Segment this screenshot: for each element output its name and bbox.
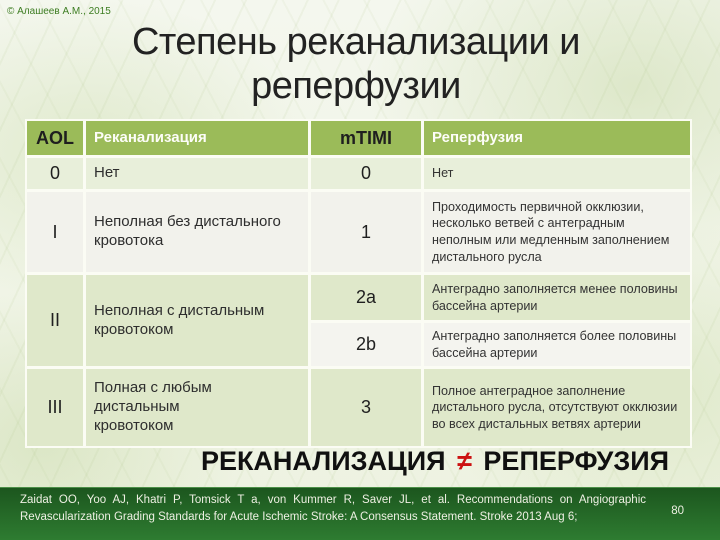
footer-bar: Zaidat OO, Yoo AJ, Khatri P, Tomsick T a… (0, 487, 720, 540)
cell-reperf-2a: Антеградно заполняется менее половины ба… (424, 275, 690, 320)
cell-mtimi-2b: 2b (311, 323, 421, 366)
cell-mtimi-1: 1 (311, 192, 421, 272)
header-cell-aol: AOL (27, 121, 83, 155)
cell-recan-0: Нет (86, 158, 308, 189)
cell-mtimi-2a: 2a (311, 275, 421, 320)
slide-title: Степень реканализации и реперфузии (0, 20, 712, 109)
cell-recan-2: Неполная с дистальным кровотоком (86, 275, 308, 366)
cell-aol-3: III (27, 369, 83, 446)
recanalization-not-equal-reperfusion-statement: РЕКАНАЛИЗАЦИЯ ≠ РЕПЕРФУЗИЯ (150, 446, 720, 477)
cell-mtimi-3: 3 (311, 369, 421, 446)
cell-recan-3-text: Полная с любым дистальным кровотоком (94, 379, 212, 434)
page-number: 80 (671, 505, 684, 517)
cell-aol-2: II (27, 275, 83, 366)
cell-reperf-3: Полное антеградное заполнение дистальног… (424, 369, 690, 446)
statement-right: РЕПЕРФУЗИЯ (483, 446, 670, 476)
copyright-text: © Алашеев А.М., 2015 (7, 6, 111, 17)
grading-table: AOL Реканализация mTIMI Реперфузия 0 Нет… (25, 119, 692, 448)
cell-reperf-0: Нет (424, 158, 690, 189)
cell-reperf-2b: Антеградно заполняется более половины ба… (424, 323, 690, 366)
cell-aol-1: I (27, 192, 83, 272)
cell-recan-1: Неполная без дистального кровотока (86, 192, 308, 272)
cell-aol-0: 0 (27, 158, 83, 189)
cell-recan-3: Полная с любым дистальным кровотоком (86, 369, 308, 446)
header-cell-recanalization: Реканализация (86, 121, 308, 155)
statement-left: РЕКАНАЛИЗАЦИЯ (200, 446, 446, 476)
not-equal-sign: ≠ (457, 446, 472, 476)
slide-title-line1: Степень реканализации и (131, 21, 581, 63)
cell-mtimi-0: 0 (311, 158, 421, 189)
slide-title-line2: реперфузии (251, 65, 461, 108)
cell-reperf-1: Проходимость первичной окклюзии, несколь… (424, 192, 690, 272)
header-cell-mtimi: mTIMI (311, 121, 421, 155)
header-cell-reperfusion: Реперфузия (424, 121, 690, 155)
citation-text: Zaidat OO, Yoo AJ, Khatri P, Tomsick T a… (20, 494, 646, 524)
